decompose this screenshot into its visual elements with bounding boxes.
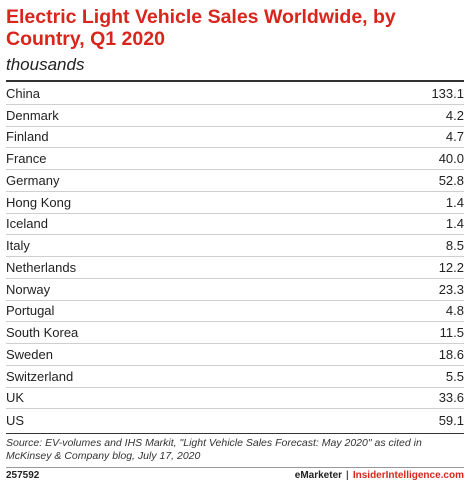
table-row: UK 33.6 [6,388,464,410]
table-row: Hong Kong 1.4 [6,192,464,214]
row-label: Netherlands [6,259,77,275]
row-value: 18.6 [438,346,464,362]
brand-insider-intelligence: InsiderIntelligence.com [352,470,464,481]
brand-emarketer: eMarketer [294,470,343,481]
row-value: 133.1 [431,85,464,101]
row-label: Portugal [6,303,55,319]
table-row: Iceland 1.4 [6,214,464,236]
row-label: US [6,412,25,428]
row-label: Finland [6,129,49,145]
table-row: Finland 4.7 [6,127,464,149]
row-value: 12.2 [438,259,464,275]
footer-rule [6,467,464,468]
row-value: 4.8 [445,303,464,319]
row-value: 5.5 [445,368,464,384]
row-value: 8.5 [445,238,464,254]
source-note: Source: EV-volumes and IHS Markit, "Ligh… [6,437,422,462]
row-value: 4.2 [445,107,464,123]
row-label: Switzerland [6,368,74,384]
row-label: Italy [6,238,30,254]
row-label: Denmark [6,107,59,123]
table-row: Italy 8.5 [6,235,464,257]
row-value: 1.4 [445,216,464,232]
top-rule [6,80,464,82]
table-row: Netherlands 12.2 [6,257,464,279]
row-value: 1.4 [445,194,464,210]
row-label: Norway [6,281,51,297]
table-row: Switzerland 5.5 [6,366,464,388]
row-label: Sweden [6,346,53,362]
row-label: South Korea [6,325,79,341]
row-label: Iceland [6,216,48,232]
table-row: France 40.0 [6,148,464,170]
row-label: UK [6,390,25,406]
row-value: 59.1 [438,412,464,428]
row-value: 4.7 [445,129,464,145]
row-label: China [6,85,40,101]
table-row: Denmark 4.2 [6,105,464,127]
chart-title: Electric Light Vehicle Sales Worldwide, … [6,6,396,50]
chart-id: 257592 [6,470,40,481]
row-value: 52.8 [438,172,464,188]
footer-brand: eMarketer | InsiderIntelligence.com [295,470,464,481]
table-row: Sweden 18.6 [6,344,464,366]
row-value: 33.6 [438,390,464,406]
table-row: Germany 52.8 [6,170,464,192]
row-value: 40.0 [438,151,464,167]
table-row: China 133.1 [6,83,464,105]
table-row: South Korea 11.5 [6,322,464,344]
table-row: Portugal 4.8 [6,301,464,323]
row-label: France [6,151,47,167]
chart-subtitle: thousands [6,55,85,74]
bottom-rule [6,433,464,434]
row-value: 23.3 [438,281,464,297]
table-row: Norway 23.3 [6,279,464,301]
row-label: Germany [6,172,60,188]
data-table: China 133.1 Denmark 4.2 Finland 4.7 France 40.0… [6,83,464,431]
table-row: US 59.1 [6,409,464,431]
brand-separator: | [346,470,349,481]
row-label: Hong Kong [6,194,72,210]
row-value: 11.5 [439,325,464,341]
